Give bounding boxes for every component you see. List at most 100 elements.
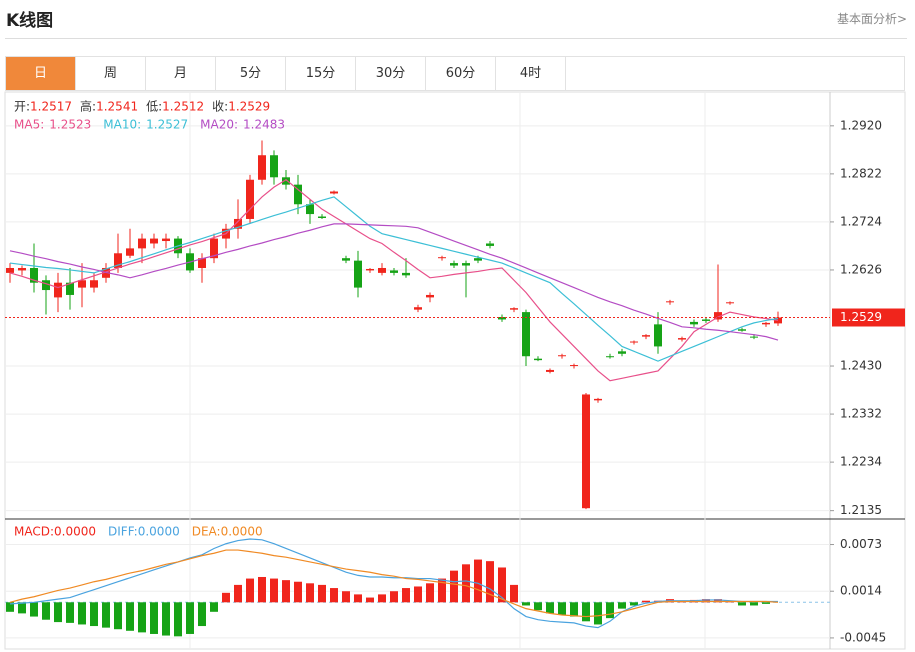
macd-bar	[426, 583, 434, 603]
tab[interactable]: 月	[146, 57, 216, 90]
ma-line	[9, 223, 779, 341]
divider	[5, 38, 907, 39]
macd-line	[9, 549, 779, 618]
candle-body	[234, 218, 242, 229]
macd-bar	[402, 588, 410, 603]
tab[interactable]: 15分	[286, 57, 356, 90]
macd-bar	[750, 602, 758, 606]
macd-bar	[546, 602, 554, 614]
candle-body	[66, 282, 74, 295]
last-price-box	[832, 308, 905, 327]
tab-bar: 日周月 5分 15分 30分 60分 4时	[5, 56, 905, 91]
candle-body	[462, 263, 470, 266]
macd-bar	[582, 602, 590, 622]
ma-legend-name: MA5:	[14, 118, 44, 132]
candle-body	[354, 260, 362, 288]
candle-body	[474, 258, 482, 261]
macd-bar	[306, 583, 314, 603]
ohlc-value: 1.2512	[162, 100, 204, 114]
candle-body	[510, 308, 518, 310]
macd-bar	[198, 602, 206, 627]
candle-body	[666, 301, 674, 303]
macd-bar	[378, 594, 386, 603]
candle-body	[330, 191, 338, 194]
macd-legend-value: 0.0000	[138, 525, 180, 539]
macd-bar	[18, 602, 26, 614]
macd-bar	[486, 561, 494, 603]
tab[interactable]: 30分	[356, 57, 426, 90]
macd-bar	[138, 602, 146, 633]
macd-bar	[30, 602, 38, 617]
macd-bar	[522, 602, 530, 606]
macd-bar	[642, 600, 650, 603]
macd-legend-name: DIFF:	[108, 525, 138, 539]
candle-body	[486, 243, 494, 246]
tab[interactable]: 日	[6, 57, 76, 90]
candle-body	[594, 398, 602, 401]
frame	[4, 91, 906, 650]
macd-bar	[162, 602, 170, 636]
candle-body	[738, 329, 746, 331]
macd-bar	[606, 602, 614, 619]
macd-bar	[102, 602, 110, 628]
y-tick-label: 1.2822	[840, 166, 882, 180]
y-tick-label: 1.2234	[840, 455, 882, 469]
candle-body	[54, 282, 62, 298]
candle-body	[390, 270, 398, 273]
macd-bar	[342, 591, 350, 603]
candle-body	[114, 253, 122, 268]
macd-bar	[462, 564, 470, 603]
macd-bar	[570, 602, 578, 617]
ma-legend-name: MA10:	[103, 118, 141, 132]
candle-body	[342, 258, 350, 261]
candle-body	[18, 267, 26, 271]
candle-body	[210, 238, 218, 259]
fundamental-link[interactable]: 基本面分析>	[836, 12, 907, 26]
tab[interactable]: 5分	[216, 57, 286, 90]
y-tick-label: 1.2430	[840, 359, 882, 373]
macd-legend-name: DEA:	[192, 525, 221, 539]
candle-body	[618, 351, 626, 354]
macd-bar	[294, 581, 302, 603]
candle-body	[726, 302, 734, 304]
ohlc-value: 1.2517	[30, 100, 72, 114]
candle-body	[150, 238, 158, 244]
macd-bar	[474, 559, 482, 603]
candle-body	[30, 267, 38, 283]
y-tick-label: -0.0045	[840, 630, 886, 644]
ohlc-label: 低:	[146, 100, 162, 114]
candle-body	[582, 394, 590, 509]
candle-body	[522, 312, 530, 357]
macd-bar	[354, 594, 362, 603]
tab[interactable]: 60分	[426, 57, 496, 90]
macd-bar	[558, 602, 566, 615]
candle-body	[402, 272, 410, 276]
ma-legend-value: 1.2527	[146, 118, 188, 132]
tab[interactable]: 周	[76, 57, 146, 90]
candle-body	[450, 263, 458, 266]
macd-bar	[246, 578, 254, 603]
macd-bar	[702, 599, 710, 603]
ma-line	[9, 196, 779, 362]
candle-body	[534, 358, 542, 361]
candle-body	[498, 317, 506, 320]
candle-body	[642, 335, 650, 337]
macd-bar	[90, 602, 98, 627]
macd-bar	[78, 602, 86, 625]
ohlc-label: 高:	[80, 99, 96, 114]
candle-body	[90, 280, 98, 288]
macd-bar	[234, 584, 242, 603]
candle-body	[282, 177, 290, 185]
candle-body	[78, 280, 86, 288]
macd-bar	[42, 602, 50, 620]
y-tick-label: 0.0073	[840, 537, 882, 551]
tab[interactable]: 4时	[496, 57, 566, 90]
ohlc-value: 1.2529	[228, 100, 270, 114]
macd-line	[9, 538, 778, 629]
candle-body	[126, 248, 134, 256]
macd-bar	[114, 602, 122, 630]
macd-bar	[210, 602, 218, 612]
candle-body	[378, 267, 386, 273]
candle-body	[546, 369, 554, 372]
